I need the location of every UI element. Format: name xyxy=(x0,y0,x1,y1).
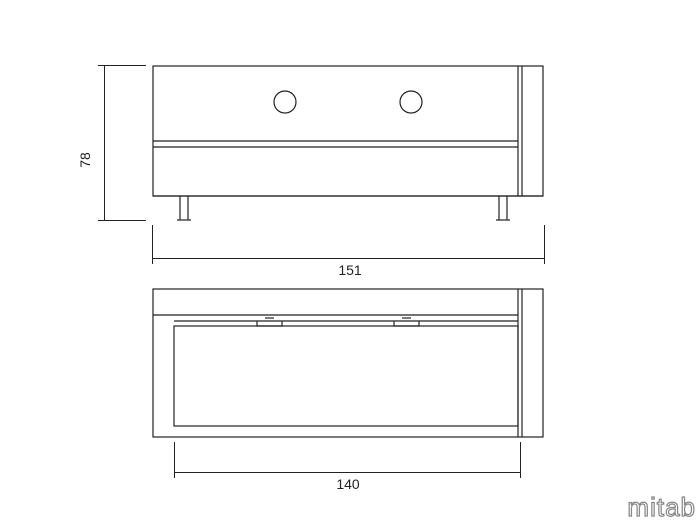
dim-width-bot-ext-r xyxy=(520,442,521,470)
dim-height-line xyxy=(104,65,105,220)
dim-height-label: 78 xyxy=(77,145,93,175)
brand-watermark: mitab xyxy=(627,492,696,523)
dim-width-bot-line xyxy=(174,472,520,473)
dim-width-bot-ext-l xyxy=(174,442,175,470)
top-view-drawing xyxy=(152,288,544,438)
front-view-drawing xyxy=(152,65,544,245)
dim-height-ext-top xyxy=(104,65,146,66)
dim-width-top-label: 151 xyxy=(330,262,370,278)
dim-width-top-ext-r xyxy=(544,225,545,255)
dim-width-bot-label: 140 xyxy=(328,476,368,492)
dim-height-ext-bot xyxy=(104,220,146,221)
dim-width-top-line xyxy=(152,258,544,259)
dim-width-top-ext-l xyxy=(152,225,153,255)
